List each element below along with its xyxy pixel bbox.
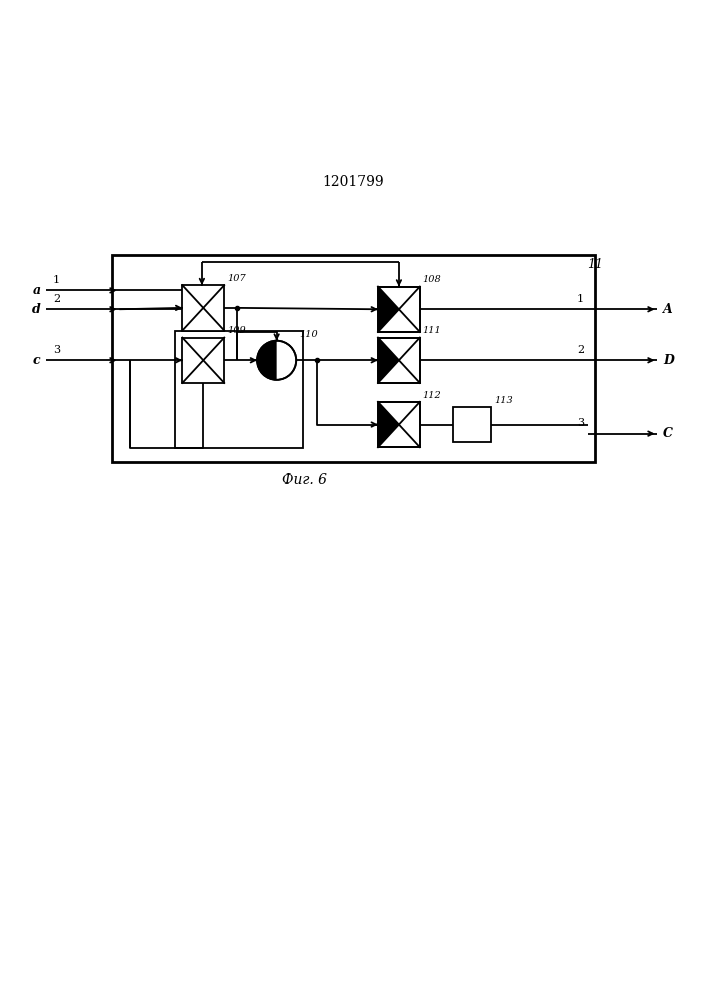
- Text: 108: 108: [423, 275, 441, 284]
- Polygon shape: [378, 338, 399, 383]
- Text: Фиг. 6: Фиг. 6: [282, 473, 327, 487]
- Text: C: C: [663, 427, 673, 440]
- Bar: [378, 402, 420, 447]
- Text: 2: 2: [53, 294, 60, 304]
- Text: 107: 107: [227, 274, 246, 283]
- Text: 111: 111: [423, 326, 441, 335]
- Text: 1: 1: [53, 275, 60, 285]
- Polygon shape: [257, 341, 276, 380]
- Bar: [182, 338, 224, 383]
- Text: 113: 113: [494, 396, 513, 405]
- Text: d: d: [32, 303, 40, 316]
- Text: 2: 2: [577, 345, 584, 355]
- Bar: [378, 338, 420, 383]
- Text: 1: 1: [577, 294, 584, 304]
- Polygon shape: [378, 287, 399, 332]
- Bar: [175, 331, 303, 448]
- Bar: [378, 338, 420, 383]
- Text: a: a: [33, 284, 40, 297]
- Bar: [378, 287, 420, 332]
- Text: A: A: [663, 303, 673, 316]
- Bar: [453, 407, 491, 442]
- Text: 112: 112: [423, 391, 441, 400]
- Polygon shape: [378, 402, 399, 447]
- Circle shape: [257, 341, 296, 380]
- Bar: [378, 402, 420, 447]
- Bar: [182, 285, 224, 331]
- Text: 11: 11: [588, 258, 604, 271]
- Text: D: D: [663, 354, 674, 367]
- Text: 109: 109: [227, 326, 246, 335]
- Bar: [112, 255, 595, 462]
- Bar: [378, 287, 420, 332]
- Text: c: c: [33, 354, 40, 367]
- Text: 3: 3: [577, 418, 584, 428]
- Text: 3: 3: [53, 345, 60, 355]
- Text: 110: 110: [299, 330, 317, 339]
- Text: 1201799: 1201799: [322, 175, 385, 189]
